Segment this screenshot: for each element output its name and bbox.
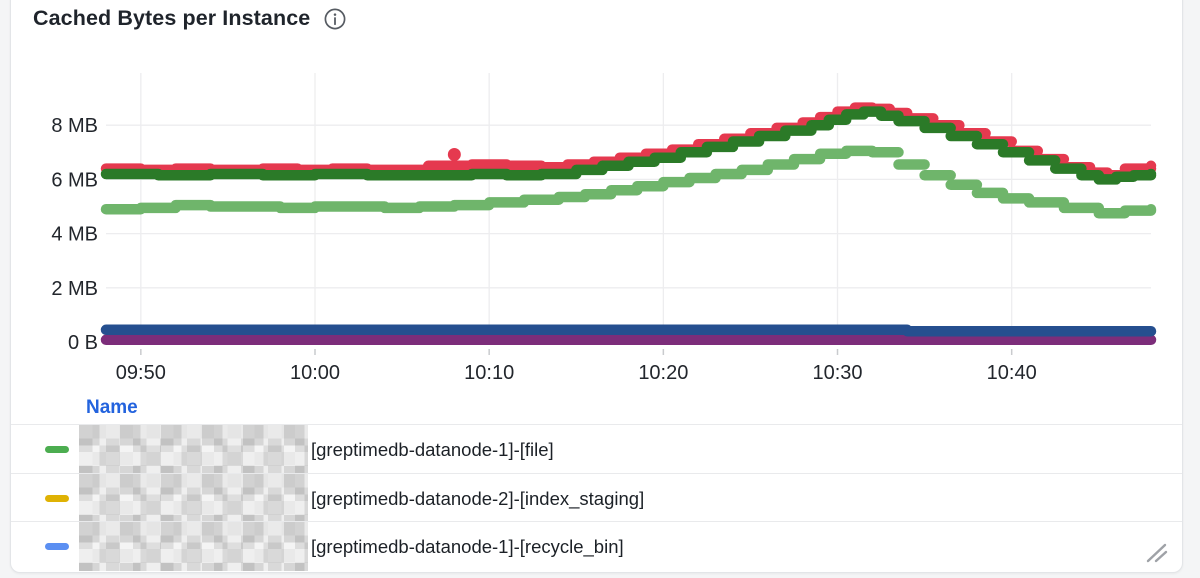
chart-canvas[interactable]: 0 B 2 MB 4 MB 6 MB 8 MB 09:50 10:00 10:10 10:20 1… — [11, 0, 1182, 391]
legend-series-label: [greptimedb-datanode-2]-[index_staging] — [311, 488, 645, 509]
svg-text:09:50: 09:50 — [116, 362, 166, 384]
info-icon[interactable] — [324, 8, 346, 30]
svg-text:8 MB: 8 MB — [51, 115, 98, 137]
legend-row[interactable]: [greptimedb-datanode-1]-[recycle_bin] — [11, 521, 1182, 571]
svg-text:6 MB: 6 MB — [51, 169, 98, 191]
svg-text:10:10: 10:10 — [464, 362, 514, 384]
legend-series-label: [greptimedb-datanode-1]-[recycle_bin] — [311, 536, 624, 557]
panel-title: Cached Bytes per Instance — [33, 6, 311, 30]
legend-table: Name [greptimedb-datanode-1]-[file] [gre… — [11, 391, 1182, 572]
panel-resize-grip-icon[interactable] — [1145, 543, 1169, 563]
redacted-instance-name — [79, 425, 308, 474]
svg-text:4 MB: 4 MB — [51, 224, 98, 246]
svg-text:10:00: 10:00 — [290, 362, 340, 384]
svg-text:10:30: 10:30 — [812, 362, 862, 384]
legend-row[interactable]: [greptimedb-datanode-2]-[index_staging] — [11, 473, 1182, 523]
chart-panel: Cached Bytes per Instance 0 B 2 MB 4 MB 6 M… — [10, 0, 1183, 573]
svg-text:2 MB: 2 MB — [51, 278, 98, 300]
legend-column-name[interactable]: Name — [86, 397, 138, 418]
legend-row[interactable]: [greptimedb-datanode-1]-[file] — [11, 424, 1182, 474]
series-color-chip — [45, 446, 69, 453]
svg-text:10:40: 10:40 — [987, 362, 1037, 384]
redacted-instance-name — [79, 522, 308, 571]
panel-header: Cached Bytes per Instance — [33, 6, 346, 31]
series-color-chip — [45, 495, 69, 502]
svg-text:0 B: 0 B — [68, 332, 98, 354]
legend-series-label: [greptimedb-datanode-1]-[file] — [311, 439, 554, 460]
svg-text:10:20: 10:20 — [638, 362, 688, 384]
redacted-instance-name — [79, 474, 308, 523]
series-color-chip — [45, 543, 69, 550]
